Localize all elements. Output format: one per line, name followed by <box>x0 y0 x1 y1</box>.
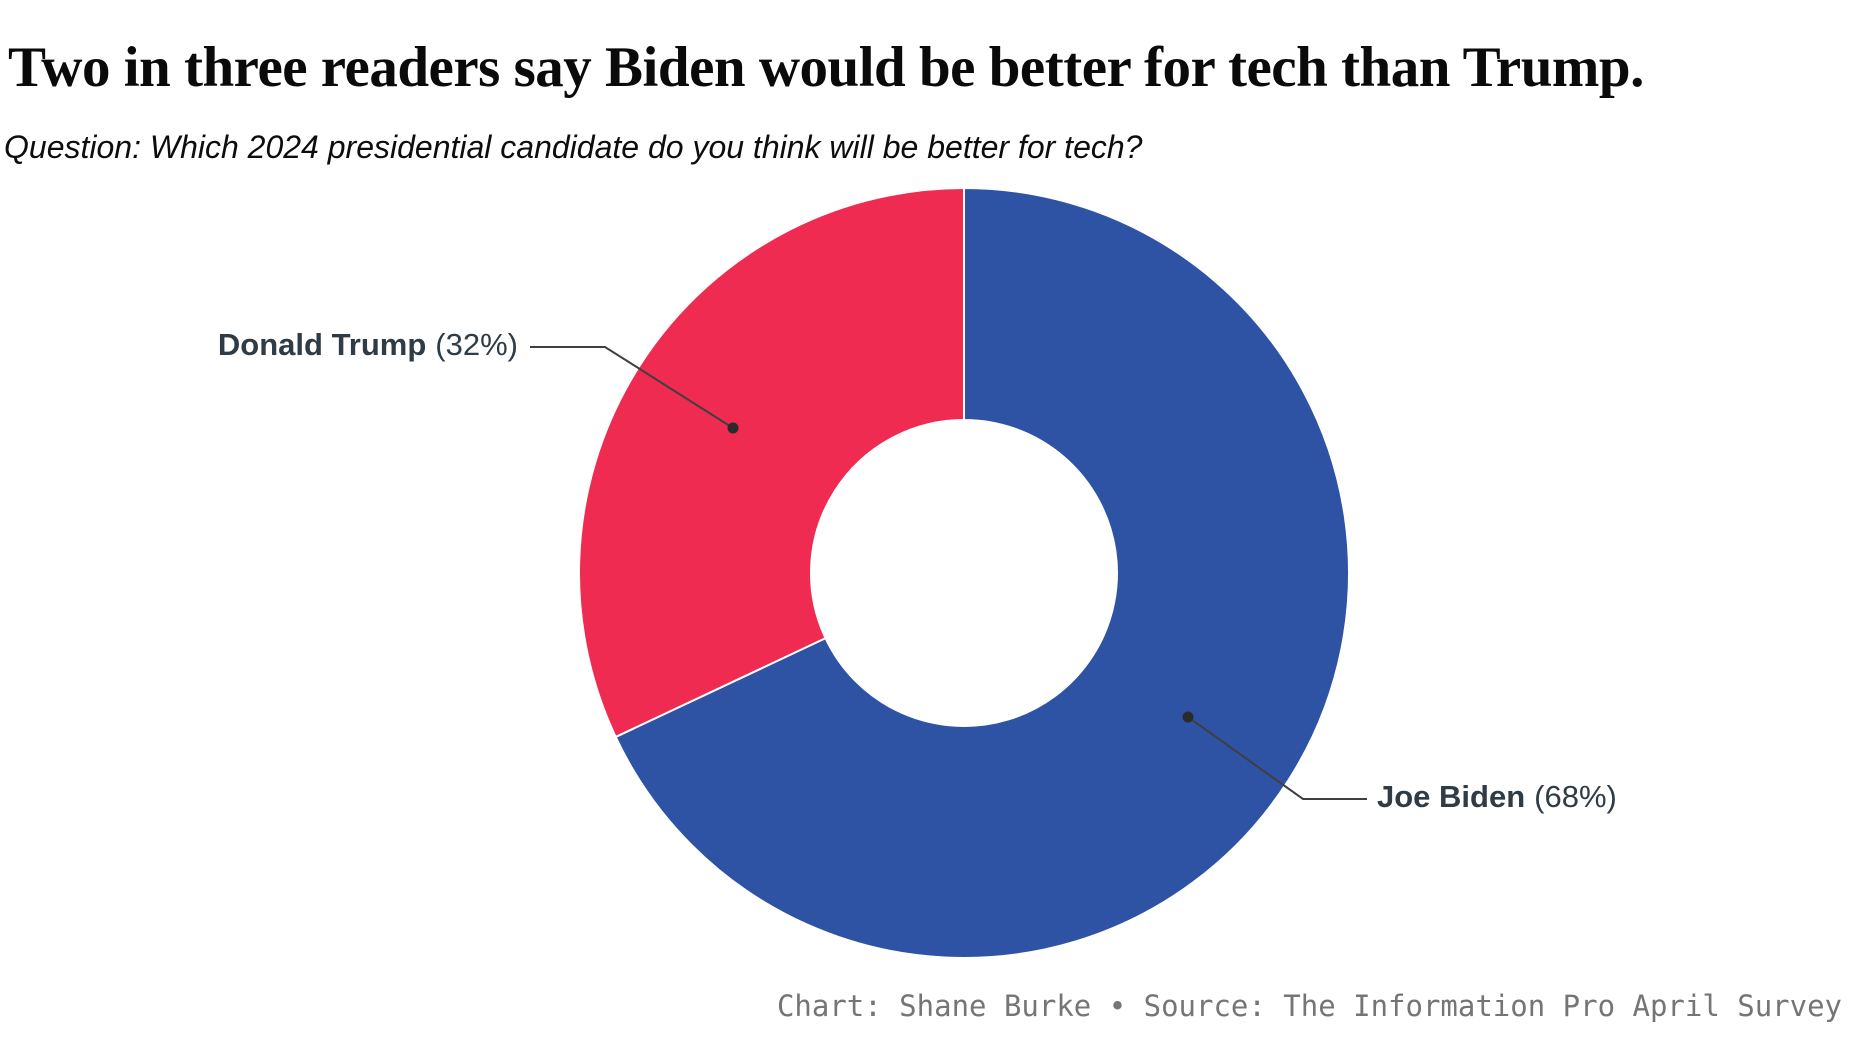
slice-label-trump-name: Donald Trump <box>217 327 427 362</box>
slice-donald-trump <box>578 187 965 738</box>
leader-line-biden <box>1187 716 1367 800</box>
donut-slices <box>578 187 1350 959</box>
leader-dot-trump <box>727 422 739 434</box>
slice-joe-biden <box>614 187 1350 959</box>
slice-label-biden: Joe Biden (68%) <box>1377 777 1617 817</box>
leader-line-trump <box>530 346 734 429</box>
chart-credit: Chart: Shane Burke • Source: The Informa… <box>776 989 1842 1023</box>
slice-label-trump: Donald Trump (32%) <box>218 325 518 365</box>
chart-title: Two in three readers say Biden would be … <box>8 36 1644 99</box>
slice-label-trump-pct: (32%) <box>435 327 518 362</box>
leader-dot-biden <box>1182 711 1194 723</box>
slice-label-biden-pct: (68%) <box>1534 779 1617 814</box>
chart-subtitle: Question: Which 2024 presidential candid… <box>4 129 1143 165</box>
slice-label-biden-name: Joe Biden <box>1377 779 1526 814</box>
